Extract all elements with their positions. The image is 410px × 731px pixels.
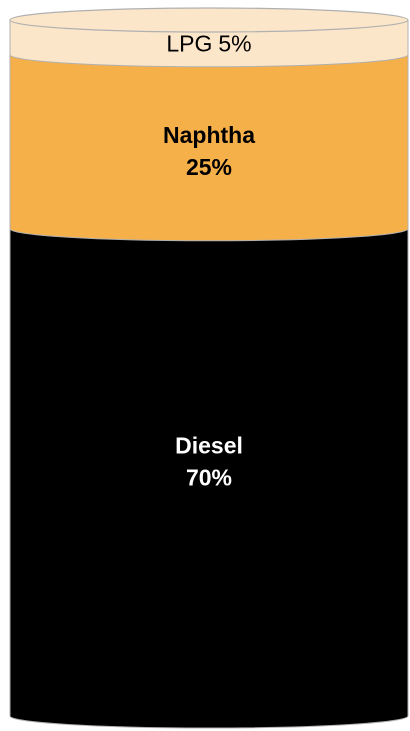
labels: LPG 5% Naphtha 25% Diesel 70%: [163, 30, 255, 490]
segment-label: LPG 5%: [166, 30, 251, 56]
segment: [9, 228, 409, 729]
value-label: 25%: [186, 154, 232, 180]
segment: [9, 19, 409, 68]
cylinder-top: [9, 7, 409, 33]
category-name: Diesel: [175, 432, 243, 458]
cylinder: [9, 7, 409, 729]
value-label: 5%: [218, 30, 251, 56]
category-name: LPG: [166, 30, 212, 56]
value-label: 70%: [186, 464, 232, 490]
segment: [9, 54, 409, 242]
category-name: Naphtha: [163, 122, 255, 148]
